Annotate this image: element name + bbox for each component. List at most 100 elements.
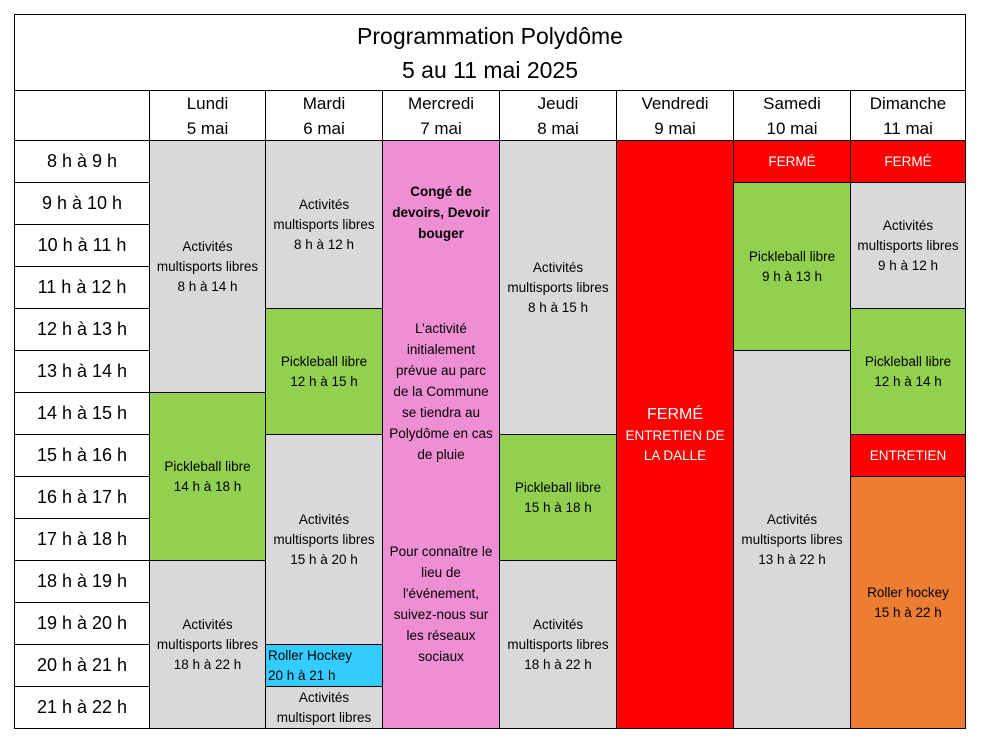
block-line: multisports libres xyxy=(857,237,959,253)
block-line: Activités xyxy=(532,616,584,632)
mercredi-social-text: Pour connaître le lieu de l'événement, s… xyxy=(390,541,493,667)
block-line: bouger xyxy=(418,226,464,241)
time-slot: 13 h à 14 h xyxy=(14,350,150,393)
time-slot: 8 h à 9 h xyxy=(14,140,150,183)
block-line: Activités xyxy=(532,259,584,275)
lundi-block-multisports-evening: Activités multisports libres 18 h à 22 h xyxy=(149,560,266,729)
mercredi-location-text: L’activité initialement prévue au parc d… xyxy=(389,318,493,465)
block-line: Roller hockey xyxy=(867,584,949,600)
day-date: 11 mai xyxy=(883,118,933,138)
time-slot: 10 h à 11 h xyxy=(14,224,150,267)
block-line: multisports libres xyxy=(156,258,259,274)
day-name: Vendredi xyxy=(641,93,709,113)
samedi-block-multisports: Activités multisports libres 13 h à 22 h xyxy=(733,350,851,729)
block-line: lieu de xyxy=(421,565,461,580)
mardi-block-roller-hockey: Roller Hockey 20 h à 21 h xyxy=(265,644,383,687)
day-name: Samedi xyxy=(763,93,821,113)
header-vendredi: Vendredi 9 mai xyxy=(616,90,734,141)
block-line: 20 h à 21 h xyxy=(268,667,336,683)
time-slot: 21 h à 22 h xyxy=(14,686,150,729)
time-slot: 9 h à 10 h xyxy=(14,182,150,225)
lundi-block-pickleball: Pickleball libre 14 h à 18 h xyxy=(149,392,266,561)
block-line: 12 h à 15 h xyxy=(290,373,358,389)
vendredi-block-ferme: FERMÉ ENTRETIEN DE LA DALLE xyxy=(616,140,734,729)
time-slot: 19 h à 20 h xyxy=(14,602,150,645)
time-slot: 14 h à 15 h xyxy=(14,392,150,435)
block-line: se tiendra au xyxy=(401,405,481,420)
title-line-1: Programmation Polydôme xyxy=(357,22,623,49)
jeudi-block-multisports-evening: Activités multisports libres 18 h à 22 h xyxy=(499,560,617,729)
block-line: FERMÉ xyxy=(647,405,703,423)
day-date: 9 mai xyxy=(654,118,696,138)
block-line: prévue au parc xyxy=(395,363,487,378)
block-line: Pickleball libre xyxy=(164,458,251,474)
time-slot: 17 h à 18 h xyxy=(14,518,150,561)
block-line: multisports libres xyxy=(273,531,375,547)
header-samedi: Samedi 10 mai xyxy=(733,90,851,141)
dimanche-block-roller-hockey: Roller hockey 15 h à 22 h xyxy=(850,476,966,729)
block-line: Pour connaître le xyxy=(389,544,493,559)
dimanche-block-multisports: Activités multisports libres 9 h à 12 h xyxy=(850,182,966,309)
header-dimanche: Dimanche 11 mai xyxy=(850,90,966,141)
lundi-block-multisports: Activités multisports libres 8 h à 14 h xyxy=(149,140,266,393)
block-line: Pickleball libre xyxy=(280,353,368,369)
time-slot: 20 h à 21 h xyxy=(14,644,150,687)
block-line: L’activité xyxy=(415,321,467,336)
block-line: de pluie xyxy=(417,447,465,462)
block-line: 8 h à 14 h xyxy=(177,278,238,294)
time-slot: 16 h à 17 h xyxy=(14,476,150,519)
block-line: Congé de xyxy=(410,184,472,199)
title-line-2: 5 au 11 mai 2025 xyxy=(401,56,579,83)
mardi-block-pickleball: Pickleball libre 12 h à 15 h xyxy=(265,308,383,435)
block-line: Activités xyxy=(298,689,350,705)
block-line: multisports libres xyxy=(507,279,609,295)
dimanche-block-entretien: ENTRETIEN xyxy=(850,434,966,477)
block-line: Activités xyxy=(298,196,350,212)
day-name: Jeudi xyxy=(537,93,579,113)
block-line: Activités xyxy=(298,511,350,527)
day-date: 8 mai xyxy=(537,118,579,138)
block-line: Activités xyxy=(182,238,233,254)
time-slot: 15 h à 16 h xyxy=(14,434,150,477)
block-line: ENTRETIEN xyxy=(869,447,947,463)
block-line: de la Commune xyxy=(393,384,489,399)
jeudi-block-multisports: Activités multisports libres 8 h à 15 h xyxy=(499,140,617,435)
block-line: devoirs, Devoir xyxy=(392,205,490,220)
block-line: 9 h à 13 h xyxy=(761,268,823,284)
block-line: 15 h à 20 h xyxy=(290,551,358,567)
time-slot: 12 h à 13 h xyxy=(14,308,150,351)
block-line: FERMÉ xyxy=(884,153,932,169)
block-line: multisports libres xyxy=(507,636,609,652)
block-line: Roller Hockey xyxy=(268,647,353,663)
day-name: Mardi xyxy=(302,93,346,113)
block-line: Activités xyxy=(882,217,934,233)
day-name: Dimanche xyxy=(869,93,947,113)
block-line: sociaux xyxy=(418,649,464,664)
block-line: 18 h à 22 h xyxy=(173,656,242,672)
block-line: 8 h à 12 h xyxy=(293,236,355,252)
block-line: Polydôme en cas xyxy=(389,426,493,441)
time-slot: 11 h à 12 h xyxy=(14,266,150,309)
header-corner xyxy=(14,90,150,141)
mardi-block-multisport-evening: Activités multisport libres xyxy=(265,686,383,729)
block-line: 13 h à 22 h xyxy=(758,551,826,567)
dimanche-block-ferme: FERMÉ xyxy=(850,140,966,183)
day-name: Mercredi xyxy=(407,93,475,113)
block-line: multisports libres xyxy=(156,636,259,652)
block-line: multisports libres xyxy=(741,531,843,547)
header-lundi: Lundi 5 mai xyxy=(149,90,266,141)
block-line: Pickleball libre xyxy=(864,353,952,369)
block-line: 18 h à 22 h xyxy=(524,656,592,672)
block-line: Activités xyxy=(182,616,233,632)
day-date: 5 mai xyxy=(186,118,229,138)
block-line: Pickleball libre xyxy=(514,479,602,495)
mercredi-conge-text: Congé de devoirs, Devoir bouger xyxy=(392,181,490,244)
block-line: 8 h à 15 h xyxy=(527,299,589,315)
header-mercredi: Mercredi 7 mai xyxy=(382,90,500,141)
header-jeudi: Jeudi 8 mai xyxy=(499,90,617,141)
header-mardi: Mardi 6 mai xyxy=(265,90,383,141)
block-line: les réseaux xyxy=(406,628,476,643)
block-line: 14 h à 18 h xyxy=(173,478,242,494)
block-line: multisport libres xyxy=(276,709,372,725)
block-line: 12 h à 14 h xyxy=(874,373,942,389)
